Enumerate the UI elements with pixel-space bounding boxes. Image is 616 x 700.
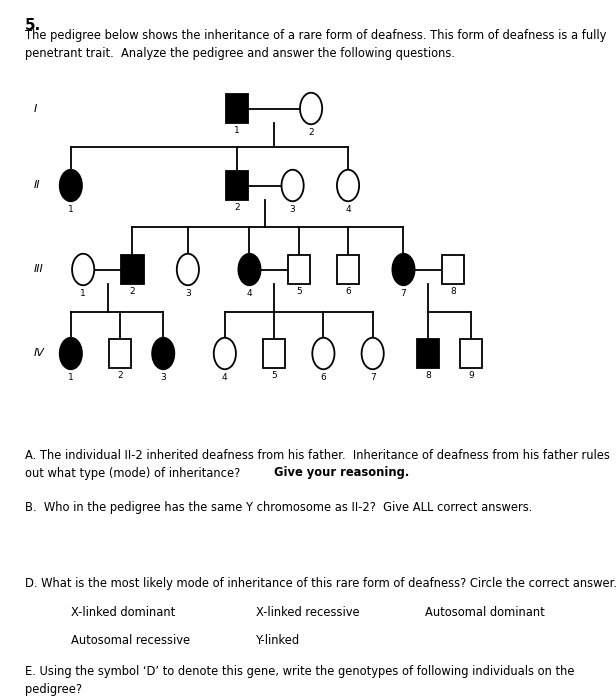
Bar bbox=[442, 255, 464, 284]
Bar bbox=[337, 255, 359, 284]
Ellipse shape bbox=[337, 170, 359, 202]
Text: X-linked dominant: X-linked dominant bbox=[71, 606, 175, 619]
Ellipse shape bbox=[177, 254, 199, 286]
Bar bbox=[226, 94, 248, 123]
Bar bbox=[417, 339, 439, 368]
Text: Autosomal dominant: Autosomal dominant bbox=[425, 606, 545, 619]
Bar bbox=[121, 255, 144, 284]
Text: 6: 6 bbox=[320, 373, 326, 382]
Text: 1: 1 bbox=[68, 373, 74, 382]
Text: II: II bbox=[34, 181, 41, 190]
Ellipse shape bbox=[60, 338, 82, 370]
Ellipse shape bbox=[60, 170, 82, 202]
Text: X-linked recessive: X-linked recessive bbox=[256, 606, 359, 619]
Text: D. What is the most likely mode of inheritance of this rare form of deafness? Ci: D. What is the most likely mode of inher… bbox=[25, 578, 616, 591]
Text: 4: 4 bbox=[345, 205, 351, 214]
Bar bbox=[226, 171, 248, 200]
Text: IV: IV bbox=[34, 349, 45, 358]
Text: 4: 4 bbox=[246, 289, 253, 298]
Text: 2: 2 bbox=[234, 203, 240, 212]
Text: A. The individual II-2 inherited deafness from his father.  Inheritance of deafn: A. The individual II-2 inherited deafnes… bbox=[25, 449, 609, 480]
Ellipse shape bbox=[282, 170, 304, 202]
Text: 7: 7 bbox=[370, 373, 376, 382]
Text: Give your reasoning.: Give your reasoning. bbox=[274, 466, 410, 480]
Text: B.  Who in the pedigree has the same Y chromosome as II-2?  Give ALL correct ans: B. Who in the pedigree has the same Y ch… bbox=[25, 500, 532, 514]
Text: III: III bbox=[34, 265, 44, 274]
Text: E. Using the symbol ‘D’ to denote this gene, write the genotypes of following in: E. Using the symbol ‘D’ to denote this g… bbox=[25, 665, 574, 696]
Text: 4: 4 bbox=[222, 373, 228, 382]
Text: 1: 1 bbox=[80, 289, 86, 298]
Text: 2: 2 bbox=[308, 128, 314, 137]
Bar bbox=[288, 255, 310, 284]
Ellipse shape bbox=[214, 338, 236, 370]
Ellipse shape bbox=[72, 254, 94, 286]
Text: 2: 2 bbox=[117, 371, 123, 380]
Text: 8: 8 bbox=[450, 287, 456, 296]
Text: 8: 8 bbox=[425, 371, 431, 380]
Ellipse shape bbox=[238, 254, 261, 286]
Text: 3: 3 bbox=[185, 289, 191, 298]
Text: 5: 5 bbox=[296, 287, 302, 296]
Text: 3: 3 bbox=[290, 205, 296, 214]
Text: I: I bbox=[34, 104, 37, 113]
Text: 1: 1 bbox=[68, 205, 74, 214]
Text: The pedigree below shows the inheritance of a rare form of deafness. This form o: The pedigree below shows the inheritance… bbox=[25, 29, 606, 60]
Ellipse shape bbox=[152, 338, 174, 370]
Ellipse shape bbox=[392, 254, 415, 286]
Text: 2: 2 bbox=[129, 287, 136, 296]
Text: Y-linked: Y-linked bbox=[256, 634, 300, 647]
Ellipse shape bbox=[312, 338, 334, 370]
Text: 1: 1 bbox=[234, 126, 240, 135]
Bar bbox=[263, 339, 285, 368]
Text: 5.: 5. bbox=[25, 18, 41, 32]
Text: 9: 9 bbox=[468, 371, 474, 380]
Ellipse shape bbox=[300, 92, 322, 125]
Bar bbox=[109, 339, 131, 368]
Text: 6: 6 bbox=[345, 287, 351, 296]
Bar bbox=[460, 339, 482, 368]
Text: 7: 7 bbox=[400, 289, 407, 298]
Text: 3: 3 bbox=[160, 373, 166, 382]
Ellipse shape bbox=[362, 338, 384, 370]
Text: Autosomal recessive: Autosomal recessive bbox=[71, 634, 190, 647]
Text: 5: 5 bbox=[271, 371, 277, 380]
